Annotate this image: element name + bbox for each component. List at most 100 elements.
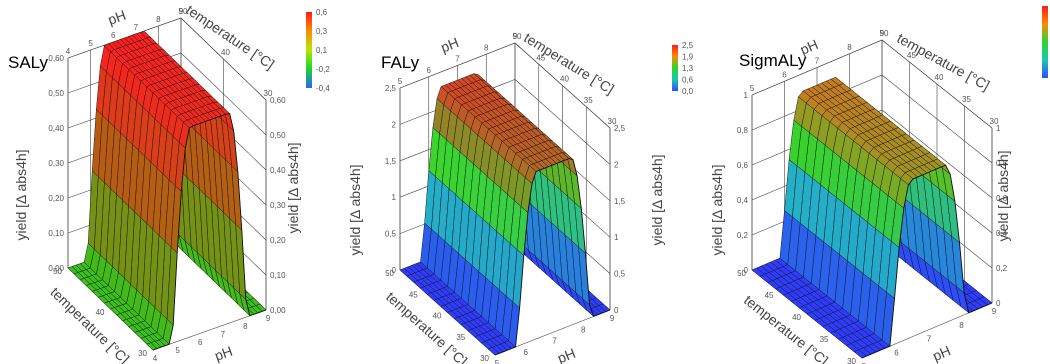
colorbar-label: 0,0	[682, 87, 694, 96]
surface-plot-faly: 00,511,522,500,511,522,55678956789504540…	[347, 29, 694, 364]
ph-tick-bottom: 4	[153, 354, 158, 363]
yield-tick-left: 0,30	[48, 159, 64, 168]
yield-tick-left: 0,2	[737, 231, 749, 240]
yield-tick-left: 0,8	[737, 126, 749, 135]
yield-tick-right: 2	[614, 160, 619, 169]
yield-tick-right: 0,60	[270, 96, 286, 105]
temp-tick-bottom: 30	[138, 349, 147, 358]
ph-tick-top: 7	[815, 57, 820, 66]
yield-tick-left: 0,60	[48, 54, 64, 63]
yield-tick-right: 0,40	[270, 166, 286, 175]
yield-tick-left: 0,5	[385, 230, 397, 239]
temperature-axis-title-top: temperature [°C]	[521, 29, 617, 97]
ph-tick-bottom: 8	[581, 325, 586, 334]
temp-tick-bottom: 50	[53, 267, 62, 276]
ph-tick-bottom: 9	[610, 314, 615, 323]
yield-axis-title-left: yield [Δ abs4h]	[709, 164, 725, 255]
yield-surface	[399, 73, 611, 356]
temp-tick-bottom: 50	[385, 269, 394, 278]
yield-tick-left: 0,6	[737, 161, 749, 170]
temp-tick-top: 35	[584, 96, 593, 105]
yield-axis-title-right: yield [Δ abs4h]	[285, 142, 301, 233]
ph-tick-bottom: 7	[552, 337, 557, 346]
yield-surface	[67, 30, 267, 351]
ph-tick-top: 6	[782, 70, 787, 79]
colorbar-label: 0,6	[316, 8, 328, 17]
yield-tick-right: 0,50	[270, 131, 286, 140]
ph-axis-title-top: pH	[106, 7, 128, 28]
temp-tick-bottom: 50	[737, 269, 746, 278]
ph-tick-top: 9	[179, 7, 184, 16]
temp-tick-top: 45	[907, 51, 916, 60]
yield-tick-left: 1	[392, 193, 397, 202]
ph-tick-bottom: 5	[495, 359, 500, 364]
yield-tick-left: 0,10	[48, 229, 64, 238]
temp-tick-bottom: 45	[765, 291, 774, 300]
temp-tick-top: 50	[513, 32, 522, 41]
ph-tick-bottom: 8	[959, 321, 964, 330]
colorbar-label: 1,9	[682, 53, 694, 62]
yield-tick-left: 0,4	[737, 196, 749, 205]
ph-tick-bottom: 7	[927, 335, 932, 344]
colorbar-swatch	[672, 45, 678, 91]
colorbar: 0,6 0,3 0,1 -0,2 -0,4	[306, 8, 330, 93]
yield-tick-right: 0,30	[270, 201, 286, 210]
panel-title: SigmALy	[739, 51, 807, 70]
temp-tick-bottom: 35	[820, 335, 829, 344]
ph-tick-top: 9	[513, 32, 518, 41]
ph-tick-bottom: 5	[175, 346, 180, 355]
yield-tick-right: 0,6	[996, 194, 1008, 203]
ph-tick-bottom: 8	[243, 322, 248, 331]
temp-tick-top: 30	[990, 117, 999, 126]
yield-tick-right: 2,5	[614, 124, 626, 133]
temperature-axis-title-top: temperature [°C]	[183, 1, 277, 72]
yield-tick-left: 0	[392, 266, 397, 275]
yield-tick-right: 0,00	[270, 306, 286, 315]
surface-plot-saly: 0,00 0,10 0,20 0,30 0,40 0,50 0,60 0,00 0,10 0,20…	[8, 1, 330, 364]
yield-tick-left: 2,5	[385, 84, 397, 93]
ph-tick-bottom: 9	[992, 307, 997, 316]
temp-tick-bottom: 40	[96, 308, 105, 317]
ph-tick-top: 5	[750, 84, 755, 93]
temp-tick-top: 30	[608, 117, 617, 126]
ph-tick-top: 8	[484, 43, 489, 52]
yield-tick-right: 1	[996, 124, 1001, 133]
yield-tick-right: 0,5	[614, 270, 626, 279]
box-top-edge	[399, 42, 611, 129]
yield-tick-right: 0,20	[270, 236, 286, 245]
yield-tick-right: 1	[614, 233, 619, 242]
temp-tick-top: 50	[880, 29, 889, 38]
ph-tick-top: 8	[847, 43, 852, 52]
ph-tick-bottom: 6	[524, 348, 529, 357]
ph-tick-top: 5	[398, 77, 403, 86]
colorbar-label: 0,3	[316, 27, 328, 36]
surface-front-edge	[494, 158, 611, 356]
ph-tick-bottom: 5	[862, 362, 867, 364]
yield-surface	[751, 76, 993, 359]
ph-tick-top: 4	[66, 47, 71, 56]
colorbar-swatch	[306, 12, 312, 88]
ph-tick-top: 7	[134, 23, 139, 32]
colorbar-label: 0,1	[316, 46, 328, 55]
ph-tick-top: 6	[427, 66, 432, 75]
temp-tick-top: 45	[536, 53, 545, 62]
yield-tick-right: 0	[996, 299, 1001, 308]
temp-tick-bottom: 40	[792, 313, 801, 322]
yield-axis-title-right: yield [Δ abs4h]	[995, 150, 1011, 241]
colorbar: 2,5 1,9 1,3 0,6 0,0	[672, 41, 694, 96]
colorbar-label: 1,3	[682, 64, 694, 73]
temp-tick-bottom: 45	[409, 290, 418, 299]
yield-tick-left: 0,20	[48, 194, 64, 203]
temp-tick-top: 40	[221, 48, 230, 57]
temp-tick-top: 35	[962, 95, 971, 104]
yield-tick-right: 0,10	[270, 271, 286, 280]
box-top-edge	[751, 39, 993, 129]
colorbar-label: -0,2	[316, 65, 330, 74]
temp-tick-bottom: 30	[847, 357, 856, 364]
yield-tick-left: 2	[392, 120, 397, 129]
ph-tick-top: 8	[156, 15, 161, 24]
temp-tick-bottom: 35	[456, 333, 465, 342]
yield-tick-left: 0,50	[48, 89, 64, 98]
panel-title: SALy	[8, 53, 49, 72]
temp-tick-bottom: 40	[433, 312, 442, 321]
